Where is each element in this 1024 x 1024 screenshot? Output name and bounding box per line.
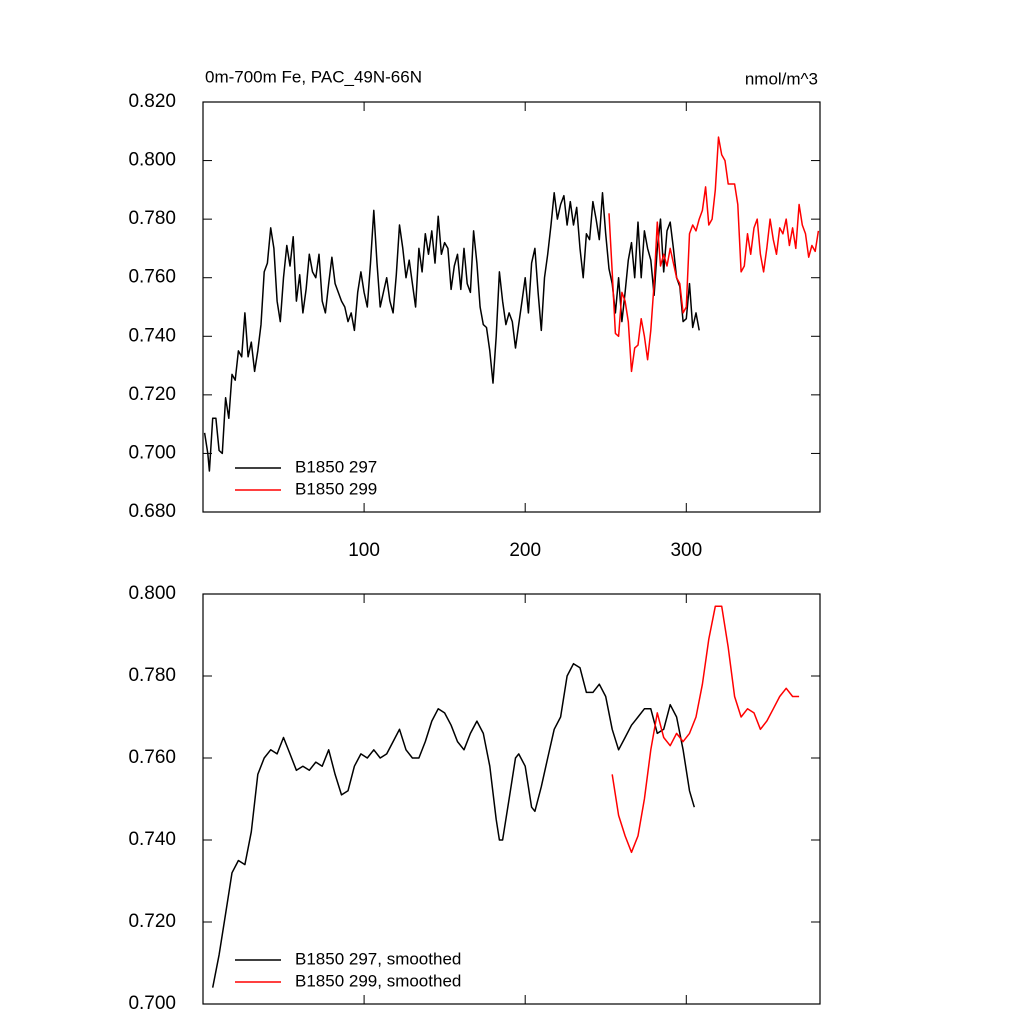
y-tick-label: 0.720 xyxy=(128,384,176,405)
plot-frame xyxy=(202,101,821,513)
y-tick-label: 0.740 xyxy=(128,325,176,346)
y-tick-label: 0.720 xyxy=(128,911,176,932)
line-series xyxy=(611,605,800,854)
legend-label: B1850 297 xyxy=(295,457,377,476)
legend-label: B1850 299 xyxy=(295,479,377,498)
y-tick-label: 0.820 xyxy=(128,91,176,112)
chart-title: 0m-700m Fe, PAC_49N-66N xyxy=(205,67,422,86)
line-series xyxy=(608,136,820,373)
x-tick-label: 200 xyxy=(509,540,541,561)
y-tick-label: 0.700 xyxy=(128,442,176,463)
legend-label: B1850 299, smoothed xyxy=(295,971,461,990)
x-tick-label: 300 xyxy=(670,540,702,561)
y-tick-label: 0.780 xyxy=(128,665,176,686)
plot-frame xyxy=(202,593,821,1005)
y-tick-label: 0.700 xyxy=(128,993,176,1014)
y-tick-label: 0.740 xyxy=(128,829,176,850)
y-tick-label: 0.680 xyxy=(128,501,176,522)
legend-label: B1850 297, smoothed xyxy=(295,949,461,968)
x-tick-label: 100 xyxy=(348,540,380,561)
line-series xyxy=(211,662,696,988)
line-series xyxy=(203,192,700,472)
y-tick-label: 0.760 xyxy=(128,267,176,288)
y-tick-label: 0.800 xyxy=(128,583,176,604)
y-tick-label: 0.800 xyxy=(128,150,176,171)
units-label: nmol/m^3 xyxy=(745,69,818,88)
y-tick-label: 0.760 xyxy=(128,747,176,768)
y-tick-label: 0.780 xyxy=(128,208,176,229)
